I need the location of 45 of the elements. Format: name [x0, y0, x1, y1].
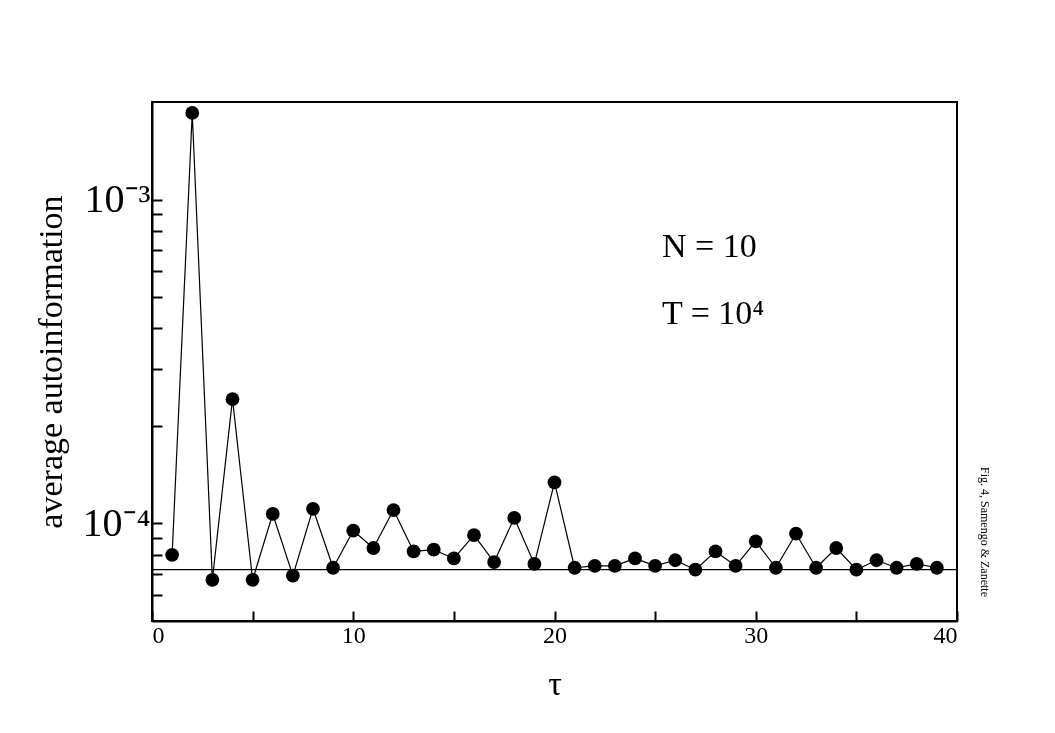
point: [547, 475, 562, 490]
point: [346, 523, 361, 538]
point: [426, 542, 441, 557]
point: [809, 560, 824, 575]
point: [748, 534, 763, 549]
point: [668, 553, 683, 568]
point: [386, 503, 401, 517]
x-tick-label: 20: [543, 621, 567, 648]
point: [829, 541, 844, 555]
point: [306, 501, 320, 516]
point: [366, 541, 381, 555]
caption: Fig. 4, Samengo & Zanette: [978, 467, 992, 597]
y-tick-label: 10⁻⁴: [82, 499, 151, 545]
point: [628, 551, 642, 566]
point: [789, 526, 803, 541]
point: [648, 558, 663, 573]
x-tick-label: 10: [341, 621, 366, 648]
x-tick-label: 40: [933, 621, 958, 648]
point: [708, 544, 723, 559]
point: [446, 551, 461, 566]
point: [406, 544, 421, 559]
x-tick-label: 0: [152, 621, 165, 648]
point: [245, 572, 260, 587]
annotation: T = 10⁴: [662, 294, 765, 331]
point: [487, 555, 502, 569]
point: [265, 507, 280, 521]
point: [467, 528, 481, 543]
x-axis-title: τ: [548, 664, 562, 702]
point: [285, 568, 300, 583]
point: [607, 558, 622, 573]
point: [507, 511, 522, 525]
point: [728, 558, 743, 573]
y-tick-label: 10⁻³: [84, 176, 151, 222]
annotation: N = 10: [662, 227, 757, 264]
y-axis-title: average autoinformation: [31, 195, 69, 529]
point: [205, 572, 220, 587]
point: [527, 557, 542, 571]
point: [185, 106, 200, 120]
point: [587, 558, 602, 573]
point: [869, 553, 884, 568]
point: [225, 392, 240, 407]
point: [326, 560, 341, 575]
point: [909, 557, 924, 571]
point: [165, 548, 180, 562]
x-tick-label: 30: [744, 621, 769, 648]
